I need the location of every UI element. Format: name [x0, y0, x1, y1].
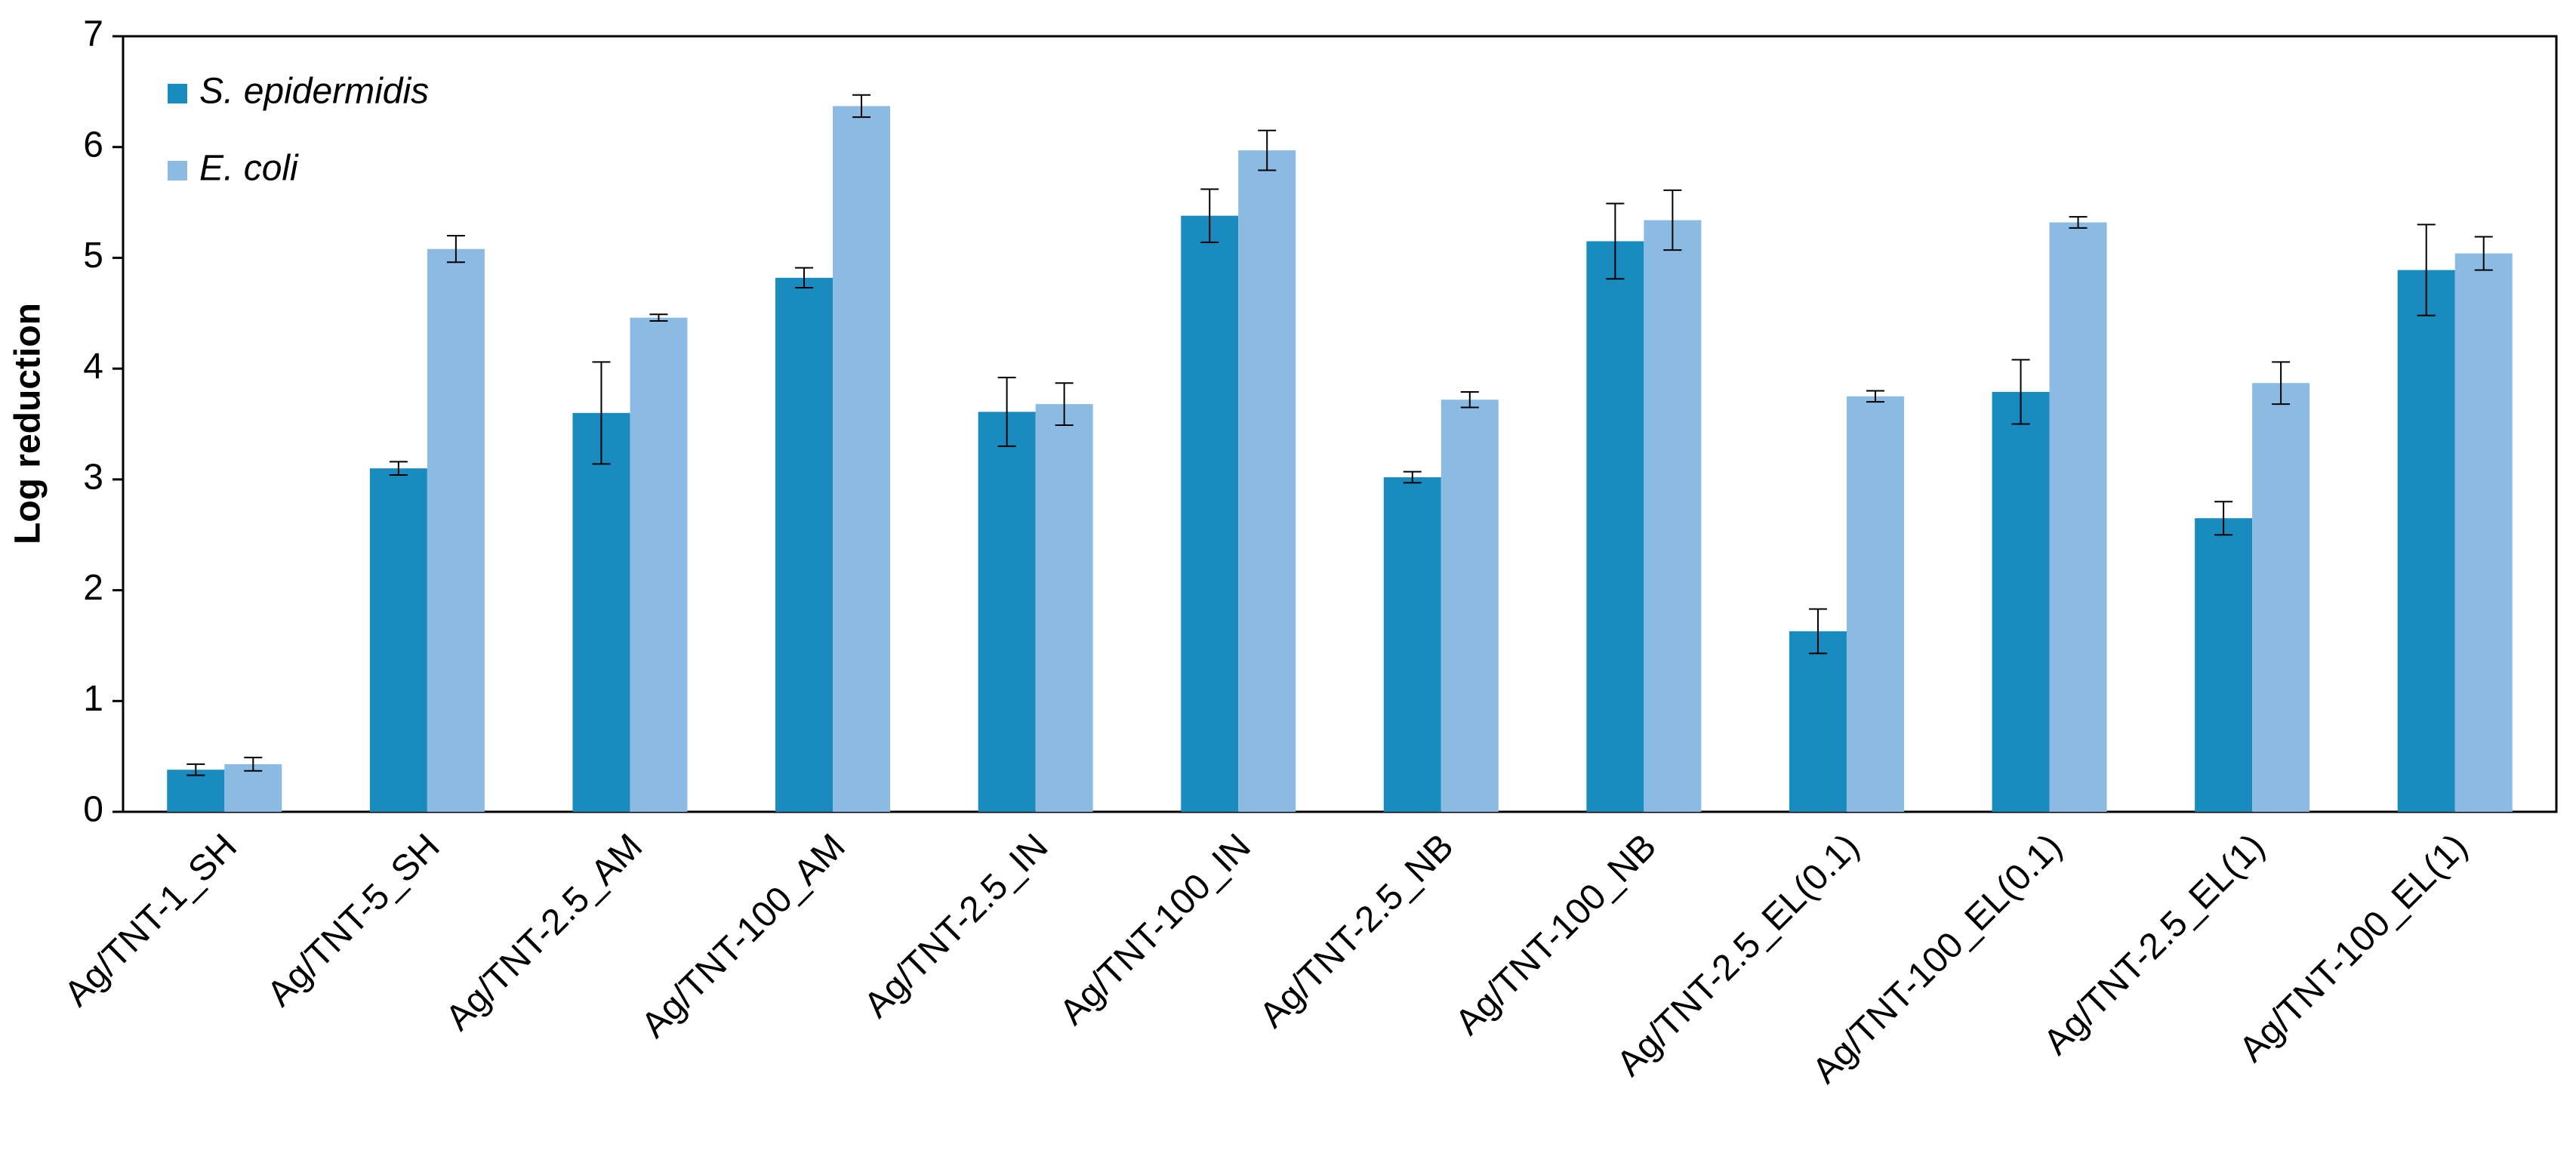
y-tick-label: 3 [83, 458, 103, 498]
bar [1383, 477, 1441, 812]
bar [427, 248, 485, 813]
error-bar [2069, 216, 2088, 229]
y-tick-label: 4 [83, 347, 103, 387]
bar [1181, 215, 1239, 813]
bar [978, 412, 1036, 812]
error-bar [997, 376, 1016, 447]
bar [1992, 391, 2050, 812]
bar [369, 468, 427, 812]
bar [2454, 253, 2513, 812]
legend-swatch [168, 161, 187, 180]
bar [572, 412, 630, 812]
y-tick-label: 0 [83, 790, 103, 830]
bar [2397, 270, 2455, 812]
error-bar [795, 267, 814, 289]
y-tick-label: 6 [83, 125, 103, 165]
bar [1035, 404, 1093, 812]
bar [2252, 383, 2310, 813]
bar [1846, 396, 1904, 812]
error-bar [852, 94, 871, 119]
bar [2195, 518, 2253, 812]
x-tick-label: Ag/TNT-2.5_IN [857, 826, 1056, 1026]
y-tick-label: 1 [83, 679, 103, 719]
bar [1441, 399, 1499, 812]
error-bar [244, 757, 263, 772]
plot-frame [122, 35, 2558, 813]
bar [1644, 220, 1702, 812]
error-bar [1663, 189, 1682, 251]
error-bar [2214, 501, 2233, 536]
x-tick-label: Ag/TNT-2.5_NB [1252, 826, 1461, 1035]
bar [775, 277, 834, 812]
y-tick-label: 2 [83, 568, 103, 608]
x-tick-label: Ag/TNT-100_IN [1052, 826, 1259, 1032]
error-bar [1200, 188, 1219, 243]
error-bar [186, 763, 205, 776]
legend-label: E. coli [199, 149, 299, 189]
error-bar [1055, 382, 1074, 426]
error-bar [1808, 608, 1827, 655]
y-axis-label: Log reduction [8, 303, 48, 544]
legend-swatch [168, 84, 187, 103]
error-bar [2474, 236, 2493, 271]
bar [1238, 150, 1296, 812]
error-bar [389, 461, 408, 476]
bar [1789, 631, 1847, 812]
x-tick-label: Ag/TNT-100_EL(1) [2232, 826, 2475, 1069]
error-bar [1866, 390, 1884, 403]
bar [630, 317, 688, 812]
error-bar [1258, 129, 1277, 171]
error-bar [1460, 390, 1479, 409]
error-bar [2417, 224, 2436, 316]
error-bar [649, 313, 668, 322]
x-tick-label: Ag/TNT-1_SH [57, 826, 245, 1014]
x-tick-label: Ag/TNT-2.5_AM [438, 826, 650, 1038]
legend-label: S. epidermidis [199, 72, 429, 112]
error-bar [2011, 359, 2030, 425]
bar [833, 106, 891, 812]
x-tick-label: Ag/TNT-100_AM [634, 826, 853, 1045]
bar [224, 763, 282, 812]
error-bar [1606, 202, 1625, 280]
x-tick-label: Ag/TNT-100_NB [1448, 826, 1664, 1042]
error-bar [1403, 470, 1422, 484]
y-tick-label: 7 [83, 14, 103, 54]
error-bar [446, 235, 465, 264]
x-tick-label: Ag/TNT-5_SH [260, 826, 448, 1014]
bar [167, 770, 225, 812]
error-bar [2272, 361, 2291, 406]
bar [2049, 222, 2107, 813]
bar [1586, 241, 1644, 813]
y-tick-label: 5 [83, 236, 103, 276]
x-tick-label: Ag/TNT-2.5_EL(1) [2036, 826, 2272, 1063]
error-bar [592, 361, 611, 465]
